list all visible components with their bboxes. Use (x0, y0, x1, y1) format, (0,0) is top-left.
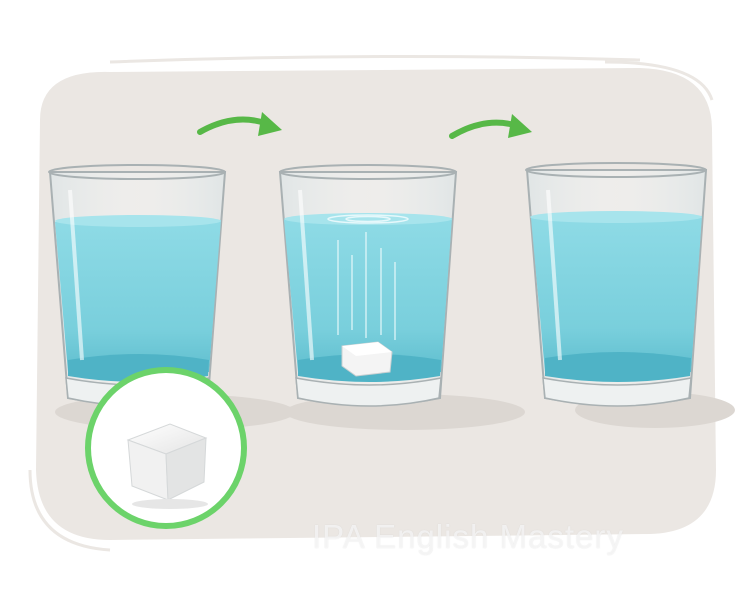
glass-base (542, 377, 692, 407)
rising-bubbles (337, 232, 396, 340)
glass-base (295, 377, 442, 407)
arrow-right-icon (197, 112, 282, 136)
glass-2 (278, 164, 458, 407)
glass-highlight (546, 189, 562, 361)
water-ripple (327, 214, 409, 224)
backdrop-sketch-line (28, 469, 111, 552)
water-surface (284, 213, 452, 225)
glass-highlight (68, 189, 84, 361)
water-body (284, 215, 452, 378)
water-surface (55, 215, 221, 227)
water-body (55, 217, 221, 378)
backdrop-sketch-line (604, 60, 714, 101)
water-ripple (345, 215, 391, 223)
glass-rim (279, 164, 457, 180)
glass-highlight (298, 189, 314, 361)
watermark-text: IPA English Mastery (312, 518, 624, 555)
arrow-right-icon (449, 114, 532, 139)
sugar-cube (126, 423, 208, 509)
backdrop-sketch-line (109, 54, 641, 64)
glass-1 (48, 164, 227, 407)
glass-rim (525, 162, 707, 178)
water-body (531, 213, 702, 378)
water-bottom (545, 352, 691, 382)
water-surface (530, 211, 702, 223)
glass-rim (48, 164, 226, 180)
sugar-cube-submerged (341, 341, 393, 377)
glass-3 (525, 162, 708, 407)
